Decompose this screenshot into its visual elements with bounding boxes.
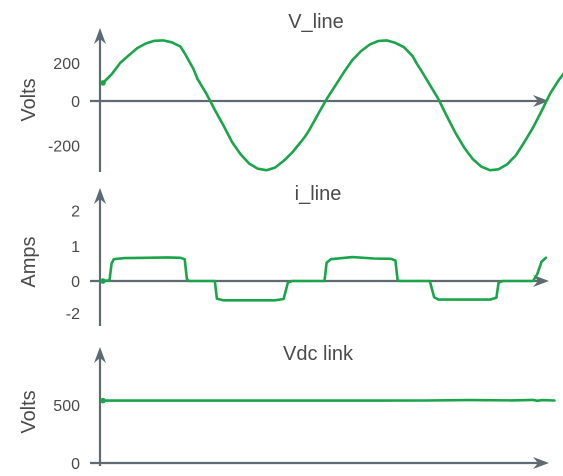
y-tick-label: 1 [71, 239, 80, 256]
series-line [101, 398, 556, 403]
y-tick-label: 2 [71, 204, 80, 221]
series-start-point [100, 397, 106, 404]
series-start-point [100, 80, 106, 86]
series-start-point [100, 278, 106, 284]
y-axis-label: Amps [18, 236, 40, 287]
y-tick-label: 200 [53, 56, 80, 73]
panel-1: 2 1 0 -2 Amps i_line [18, 183, 549, 326]
y-axis-arrow [94, 28, 106, 44]
chart-title: V_line [288, 11, 344, 33]
y-tick-label: 0 [71, 94, 80, 111]
y-tick-label: 0 [71, 274, 80, 291]
y-tick-label: 500 [53, 398, 80, 415]
series-line [101, 255, 548, 302]
panel-2: 500 0 Volts Vdc link [18, 343, 556, 473]
x-axis-arrow [533, 275, 549, 287]
x-axis-arrow [533, 457, 549, 469]
y-tick-label: 0 [71, 456, 80, 473]
y-axis-arrow [94, 347, 106, 363]
y-axis-arrow [94, 188, 106, 204]
y-axis-label: Volts [18, 78, 40, 121]
y-tick-label: -200 [48, 138, 80, 155]
series-line [101, 39, 563, 172]
x-axis-arrow [533, 95, 549, 107]
y-tick-label: -2 [66, 306, 80, 323]
panel-0: 200 0 -200 Volts V_line [18, 11, 563, 172]
chart-title: i_line [295, 183, 342, 205]
chart-title: Vdc link [283, 343, 354, 365]
y-axis-label: Volts [18, 390, 40, 433]
